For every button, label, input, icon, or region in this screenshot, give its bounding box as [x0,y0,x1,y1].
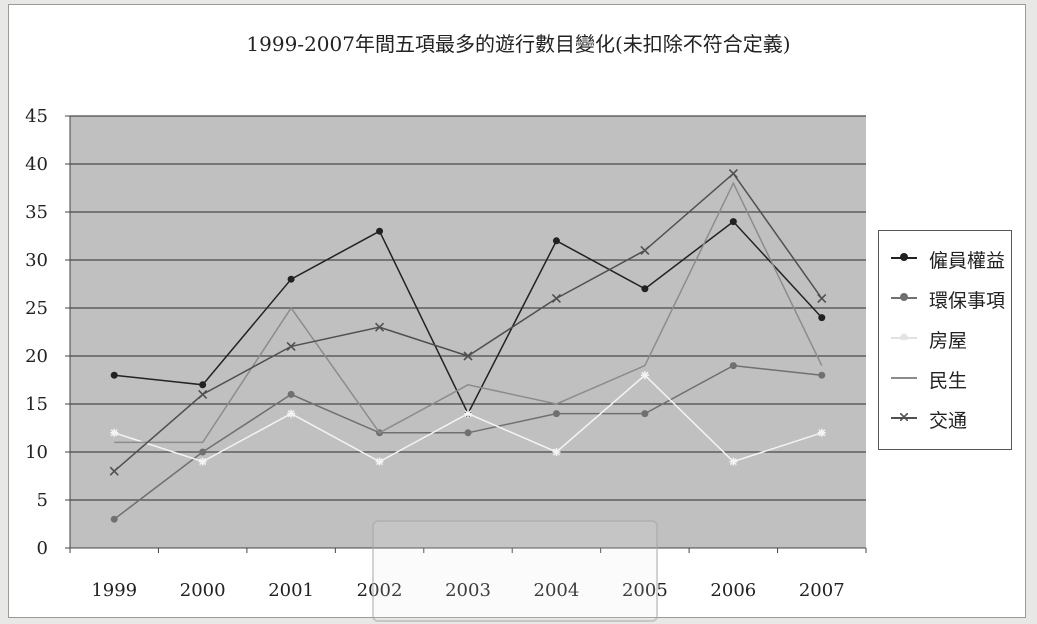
y-tick-label: 15 [25,394,48,415]
chart-title: 1999-2007年間五項最多的遊行數目變化(未扣除不符合定義) [246,32,791,56]
data-point [551,293,562,303]
data-point [729,457,738,466]
data-point [464,429,472,437]
data-point [199,381,207,389]
chart-legend: 僱員權益 環保事項 房屋 民生 交通 [878,230,1012,450]
y-tick-label: 0 [37,538,48,559]
legend-marker-series-2 [900,293,908,301]
y-tick-label: 10 [25,442,48,463]
data-point [640,371,649,380]
data-point [729,362,737,370]
data-point [110,515,118,523]
data-point [286,341,296,351]
y-tick-label: 5 [37,490,48,511]
data-point [818,371,826,379]
plot-area [70,116,866,548]
data-point [287,275,295,283]
legend-item-series-3: 房屋 [879,321,1013,355]
x-tick-label: 2000 [180,580,226,601]
legend-item-series-5: 交通 [879,401,1013,435]
data-point [199,448,207,456]
legend-item-series-2: 環保事項 [879,281,1013,315]
data-point [287,390,295,398]
legend-label-series-5: 交通 [929,410,968,432]
legend-marker-series-3 [900,333,908,341]
data-point [110,428,119,437]
data-point [463,351,473,361]
data-point [374,322,385,332]
data-point [552,237,560,245]
y-tick-label: 35 [25,202,48,223]
data-point [641,410,649,418]
legend-item-series-1: 僱員權益 [879,241,1013,275]
y-tick-label: 45 [25,106,48,127]
data-point [198,389,208,399]
data-point [552,448,561,456]
data-point [109,466,119,476]
x-tick-label: 2003 [445,580,491,601]
y-tick-label: 25 [25,298,48,319]
data-point [287,409,296,418]
data-point [729,218,737,226]
data-point [728,169,738,179]
y-tick-label: 20 [25,346,48,367]
legend-marker-series-5 [900,413,908,421]
legend-label-series-3: 房屋 [929,330,968,352]
legend-label-series-1: 僱員權益 [929,250,1006,272]
series-line-4 [114,181,823,444]
data-point [552,410,560,418]
data-point [817,293,827,303]
data-point [464,409,472,418]
data-point [817,428,826,437]
legend-line-series-4 [891,377,917,379]
x-tick-label: 2006 [710,580,756,601]
x-tick-label: 2007 [799,580,845,601]
x-tick-label: 2005 [622,580,668,601]
data-point [198,457,207,466]
x-tick-label: 2001 [268,580,314,601]
star-marker [900,333,908,341]
legend-label-series-2: 環保事項 [929,290,1006,312]
y-tick-label: 30 [25,250,48,271]
data-point [375,457,384,466]
data-point [818,314,826,322]
y-tick-label: 40 [25,154,48,175]
legend-item-series-4: 民生 [879,361,1013,395]
x-tick-label: 2002 [357,580,403,601]
data-point [640,245,650,255]
data-point [641,285,649,293]
data-point [376,227,384,235]
x-tick-label: 1999 [91,580,137,601]
legend-marker-series-1 [900,253,908,261]
x-marker [900,413,908,421]
legend-marker-series-4 [900,373,908,381]
x-tick-label: 2004 [534,580,580,601]
watermark-seal [372,520,658,622]
data-point [110,371,118,379]
legend-label-series-4: 民生 [929,370,968,392]
